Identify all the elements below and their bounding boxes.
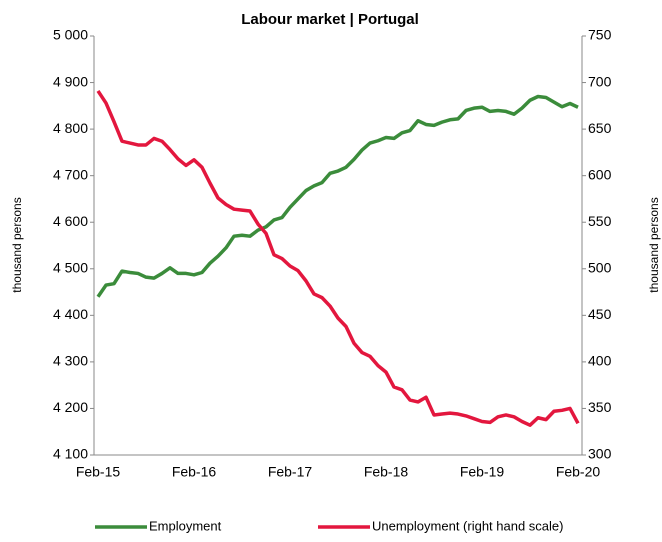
x-tick-label: Feb-20: [556, 464, 601, 480]
y-tick-label: 4 400: [53, 306, 88, 322]
y-tick-label: 4 100: [53, 446, 88, 462]
y-tick-label: 4 200: [53, 399, 88, 415]
y2-axis-label: thousand persons: [647, 197, 661, 292]
y2-tick-label: 750: [588, 27, 612, 43]
chart-title: Labour market | Portugal: [241, 11, 419, 28]
series-line: [96, 94, 579, 298]
y2-tick-label: 550: [588, 213, 612, 229]
y-tick-label: 4 800: [53, 120, 88, 136]
y-tick-label: 4 500: [53, 259, 88, 275]
y2-tick-label: 700: [588, 73, 612, 89]
y2-tick-label: 400: [588, 353, 612, 369]
x-tick-label: Feb-15: [76, 464, 121, 480]
y2-tick-label: 350: [588, 399, 612, 415]
y2-tick-label: 650: [588, 120, 612, 136]
y2-tick-label: 300: [588, 446, 612, 462]
x-tick-label: Feb-19: [460, 464, 505, 480]
legend-label: Unemployment (right hand scale): [372, 518, 563, 533]
y2-tick-label: 600: [588, 166, 612, 182]
x-tick-label: Feb-17: [268, 464, 313, 480]
x-tick-label: Feb-18: [364, 464, 409, 480]
y-tick-label: 4 900: [53, 73, 88, 89]
y-axis-label: thousand persons: [10, 197, 24, 292]
y-tick-label: 5 000: [53, 27, 88, 43]
y-tick-label: 4 300: [53, 353, 88, 369]
y-tick-label: 4 600: [53, 213, 88, 229]
x-tick-label: Feb-16: [172, 464, 217, 480]
y-tick-label: 4 700: [53, 166, 88, 182]
y2-tick-label: 500: [588, 259, 612, 275]
y2-tick-label: 450: [588, 306, 612, 322]
legend-label: Employment: [149, 518, 222, 533]
series-line: [96, 89, 580, 427]
